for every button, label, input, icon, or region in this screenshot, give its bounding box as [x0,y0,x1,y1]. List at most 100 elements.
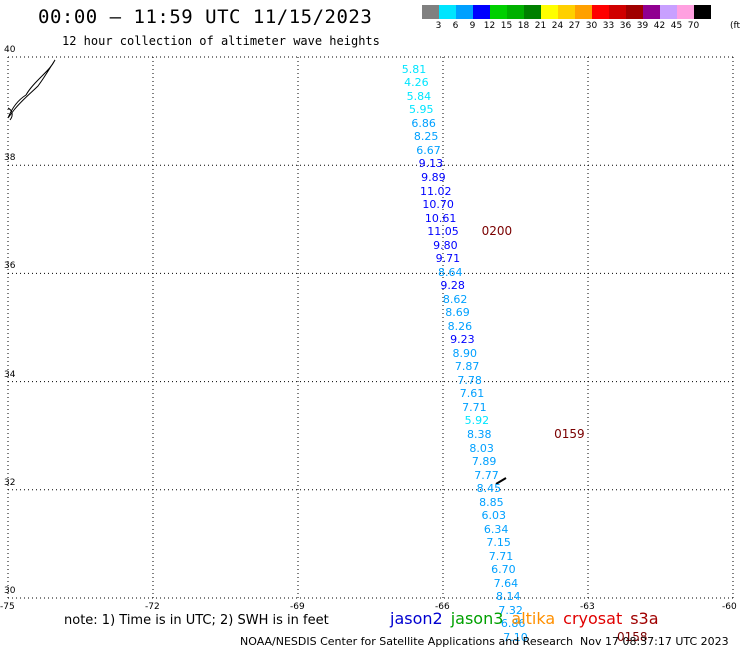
latitude-label: 38 [4,153,16,164]
satellite-legend-item: jason2 [390,609,443,628]
wave-height-value: 8.03 [469,441,494,455]
wave-height-value: 8.90 [452,346,478,360]
wave-height-value: 7.64 [493,576,519,590]
footer-note: note: 1) Time is in UTC; 2) SWH is in fe… [64,613,329,628]
wave-height-value: 7.89 [471,455,497,469]
longitude-label: -69 [290,602,305,612]
wave-height-value: 7.87 [454,360,480,374]
scale-swatch [660,5,677,19]
pass-time-tag: 0159 [554,426,585,441]
wave-height-value: 10.61 [424,211,457,225]
scale-label: 21 [534,21,547,31]
wave-height-value: 9.80 [433,238,458,252]
wave-height-value: 11.02 [420,184,452,198]
scale-label: 15 [500,21,513,31]
wave-height-value: 8.38 [467,427,492,441]
latitude-label: 30 [4,586,16,596]
scale-label: 39 [636,21,649,31]
scale-swatch [439,5,456,19]
wave-height-value: 8.64 [438,265,463,279]
satellite-legend: jason2 jason3 altika cryosat s3a [390,609,667,628]
wave-height-value: 7.71 [462,400,487,414]
scale-swatch [558,5,575,19]
scale-label: 33 [602,21,615,31]
grid-lines [7,56,734,599]
scale-swatch [609,5,626,19]
satellite-legend-item: s3a [630,609,659,628]
wave-height-value: 10.70 [422,198,454,212]
scale-swatch [626,5,643,19]
longitude-label: -63 [580,602,595,612]
wave-height-value: 6.86 [500,617,526,631]
color-scale-unit: (ft) [730,21,740,31]
wave-height-value: 8.85 [479,495,504,509]
latitude-label: 32 [4,477,16,488]
scale-label: 45 [670,21,683,31]
wave-height-value: 5.81 [401,62,427,76]
coastline-detail [7,107,13,121]
scale-label: 70 [687,21,700,31]
scale-swatch [422,5,439,19]
wave-height-value: 9.23 [450,333,475,347]
wave-height-value: 7.15 [486,536,511,550]
scale-swatch [677,5,694,19]
wave-height-value: 8.62 [442,292,468,306]
scale-label: 27 [568,21,581,31]
scale-label: 36 [619,21,632,31]
wave-height-value: 7.78 [457,373,482,387]
wave-height-value: 8.25 [413,130,439,144]
wave-height-value: 7.32 [498,603,523,617]
scale-swatch [575,5,592,19]
wave-height-value: 8.26 [447,319,473,333]
latitude-label: 40 [4,45,16,55]
color-scale-labels: 3 6 9 12 15 18 21 24 27 30 33 36 39 42 45 70 [422,21,702,31]
wave-height-value: 5.95 [409,103,434,117]
scale-swatch [643,5,660,19]
scale-label: 9 [469,21,476,31]
latitude-label: 36 [4,261,16,272]
credit-line: NOAA/NESDIS Center for Satellite Applica… [240,635,574,648]
map-subtitle: 12 hour collection of altimeter wave hei… [62,34,380,48]
wave-height-value: 7.77 [474,468,499,482]
coastline [7,59,56,119]
scale-label: 3 [435,21,442,31]
wave-height-value: 6.86 [411,116,436,130]
scale-swatch [507,5,524,19]
scale-label: 12 [483,21,496,31]
scale-swatch [592,5,609,19]
wave-height-value: 6.70 [491,563,516,577]
scale-swatch [541,5,558,19]
wave-height-value: 9.89 [421,171,446,185]
wave-height-value: 6.67 [416,143,441,157]
scale-swatch [694,5,711,19]
satellite-legend-item: jason3 [450,609,504,628]
scale-label: 42 [653,21,666,31]
scale-label: 24 [551,21,564,31]
scale-label: 6 [452,21,459,31]
wave-height-value: 7.10 [503,630,528,644]
wave-height-value: 11.05 [427,225,459,239]
wave-height-value: 6.34 [483,522,509,536]
wave-height-value: 4.26 [404,76,429,90]
latitude-label: 34 [4,369,16,380]
scale-swatch [524,5,541,19]
map-title: 00:00 – 11:59 UTC 11/15/2023 [38,6,373,28]
scale-label: 30 [585,21,598,31]
wave-height-value: 9.28 [440,279,465,293]
longitude-label: -66 [435,602,450,612]
wave-height-value: 9.71 [435,252,461,266]
wave-height-value: 8.14 [496,590,521,604]
wave-height-value: 8.45 [476,482,502,496]
generated-timestamp: Nov 17 08:37:17 UTC 2023 [580,635,729,648]
longitude-label: -72 [145,602,160,612]
wave-height-value: 8.69 [445,306,470,320]
scale-label: 18 [517,21,530,31]
scale-swatch [490,5,507,19]
wave-height-value: 7.61 [459,387,485,401]
pass-time-tag: 0158 [617,629,648,644]
longitude-label: -75 [0,602,15,612]
wave-height-value: 5.92 [464,414,490,428]
wave-height-value: 6.03 [481,509,507,523]
wave-height-value: 7.71 [488,549,514,563]
